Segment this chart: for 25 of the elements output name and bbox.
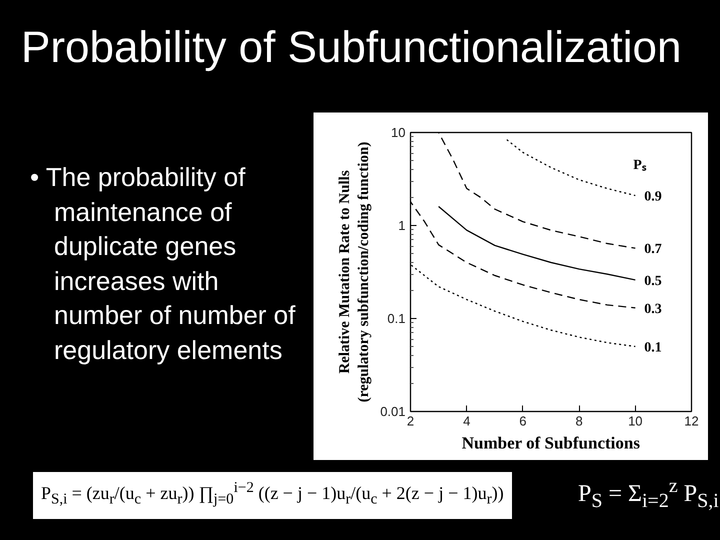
series-label: 0.5: [644, 274, 662, 289]
text: • The probability of maintenance of duplicate genes increases with number of number of regulatory elements: [30, 162, 296, 364]
legend-title: Pₛ: [633, 158, 647, 174]
line-series: [410, 264, 636, 348]
x-tick-label: 6: [519, 414, 527, 428]
x-tick-label: 12: [684, 414, 699, 428]
line-series: [410, 201, 636, 309]
series-label: 0.7: [644, 242, 662, 258]
y-tick-label: 10: [391, 125, 406, 140]
chart-title: Probability of Subfunctionalization: [21, 23, 682, 72]
series-label: 0.1: [644, 340, 662, 356]
x-tick-label: 2: [406, 414, 414, 428]
y-tick-label: 0.1: [387, 311, 406, 326]
y-tick-label: 1: [398, 218, 406, 233]
series-label: 0.9: [644, 190, 662, 205]
line-series: [438, 206, 636, 281]
text: P$_{S}$ = Σ$_{i=2}$$^{z}$ P$_{S,i}$: [578, 475, 719, 512]
series-label: 0.3: [644, 302, 662, 317]
text: P$_{S,i}$ = (zu$_{r}$/(u$_{c}$ + zu$_{r}$)) ∏$_{j=0}$$^{i−2}$ ((z − j − 1)u$_{r}$/(u$_{c}$ + 2(z − j − 1)u$_{r}$)): [41, 480, 504, 508]
y-axis-title: Relative Mutation Rate to Nulls (regulatory subfunction/coding function): [337, 142, 372, 402]
x-tick-label: 10: [628, 414, 643, 428]
x-axis-title: Number of Subfunctions: [462, 434, 640, 452]
x-tick-label: 8: [575, 414, 583, 428]
x-tick-label: 4: [463, 414, 470, 428]
y-tick-label: 0.01: [380, 404, 406, 419]
